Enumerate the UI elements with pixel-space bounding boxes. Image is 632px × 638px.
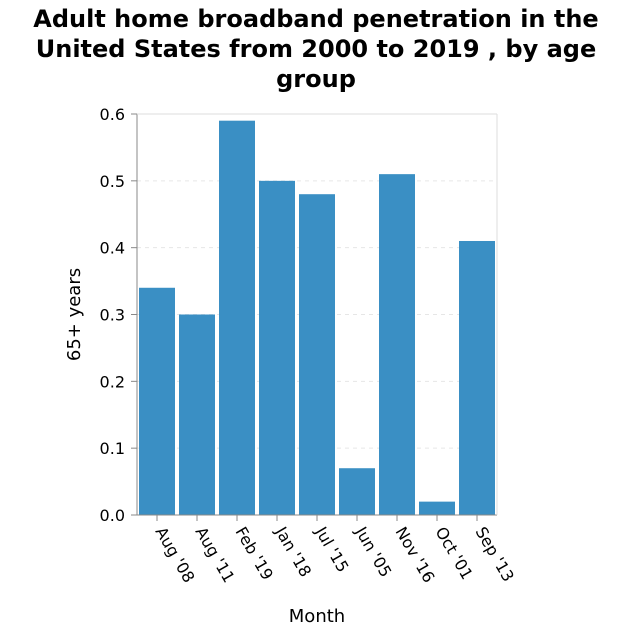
bar (459, 240, 495, 515)
y-tick-label: 0.0 (100, 506, 125, 525)
bar (219, 120, 255, 515)
bar (419, 501, 455, 515)
y-tick-label: 0.1 (100, 439, 125, 458)
bar (179, 314, 215, 515)
y-tick-label: 0.6 (100, 105, 125, 124)
y-tick-label: 0.4 (100, 239, 125, 258)
chart-title: Adult home broadband penetration in the … (33, 5, 599, 93)
x-tick-label: Sep '13 (472, 524, 518, 585)
x-tick-label: Oct '01 (432, 524, 477, 583)
y-tick-label: 0.3 (100, 306, 125, 325)
y-tick-label: 0.5 (100, 172, 125, 191)
bar (259, 180, 295, 516)
x-tick-label: Jan '18 (271, 523, 315, 581)
y-tick-label: 0.2 (100, 372, 125, 391)
y-axis-title: 65+ years (64, 268, 85, 361)
x-axis-title: Month (289, 606, 345, 627)
x-tick-label: Jun '05 (351, 523, 395, 581)
bar (339, 468, 375, 515)
y-axis-ticks: 0.0 0.1 0.2 0.3 0.4 0.5 0.6 (100, 105, 137, 525)
bar (299, 194, 335, 515)
bar (379, 174, 415, 515)
bar (139, 287, 175, 515)
x-tick-label: Jul '15 (311, 523, 353, 576)
bars (139, 120, 495, 516)
